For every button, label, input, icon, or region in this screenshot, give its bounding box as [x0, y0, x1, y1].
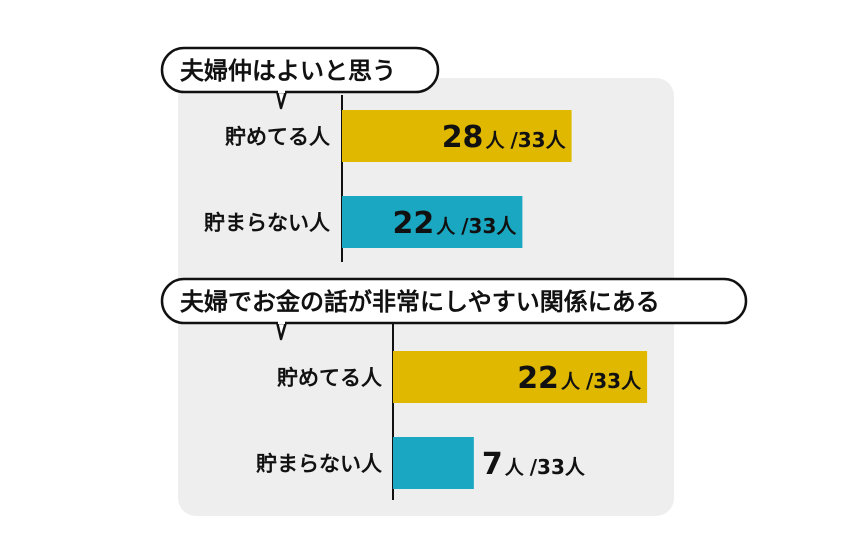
- title-bubble-tail: [275, 90, 288, 110]
- bar-saving: [342, 110, 572, 162]
- data-label-total: /33人: [530, 455, 586, 479]
- data-label-total: /33人: [461, 214, 517, 238]
- title-bubble-tail: [275, 321, 288, 341]
- data-label-total: /33人: [510, 128, 566, 152]
- bar-saving: [393, 351, 648, 403]
- data-label: 7 人/33人: [482, 447, 586, 482]
- data-label-value: 28: [442, 120, 484, 155]
- title-bubble-tail-cover: [278, 319, 285, 324]
- data-label: 22 人/33人: [392, 206, 517, 241]
- data-label-value: 22: [517, 361, 559, 396]
- data-label-unit: 人: [485, 130, 505, 152]
- category-label: 貯まらない人: [204, 211, 330, 235]
- data-label-total: /33人: [586, 369, 642, 393]
- title-bubble-tail-cover: [278, 88, 285, 93]
- data-label: 22 人/33人: [517, 361, 642, 396]
- data-label-value: 7: [482, 447, 503, 482]
- data-label-unit: 人: [505, 457, 525, 479]
- bar-not-saving: [342, 196, 523, 248]
- chart-title: 夫婦仲はよいと思う: [180, 57, 396, 85]
- data-label-unit: 人: [436, 216, 456, 238]
- bar-not-saving: [393, 437, 474, 489]
- category-label: 貯まらない人: [256, 452, 382, 476]
- category-label: 貯めてる人: [277, 366, 382, 390]
- category-label: 貯めてる人: [225, 125, 330, 149]
- data-label-unit: 人: [561, 371, 581, 393]
- chart-title: 夫婦でお金の話が非常にしやすい関係にある: [180, 288, 660, 316]
- title-bubble: [160, 46, 440, 94]
- title-bubble: [160, 277, 748, 325]
- data-label-value: 22: [392, 206, 434, 241]
- data-label: 28 人/33人: [442, 120, 567, 155]
